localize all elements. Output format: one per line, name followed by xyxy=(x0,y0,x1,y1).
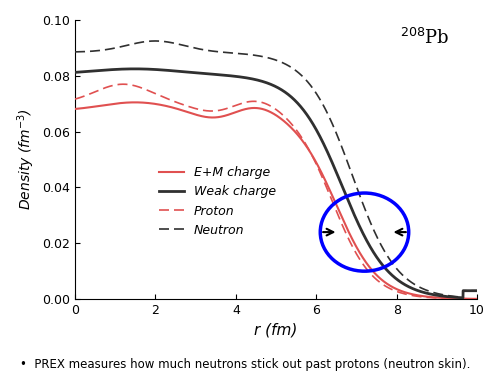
Legend: E+M charge, Weak charge, Proton, Neutron: E+M charge, Weak charge, Proton, Neutron xyxy=(154,161,281,242)
Text: $^{208}$Pb: $^{208}$Pb xyxy=(400,28,450,48)
Y-axis label: Density (fm$^{-3}$): Density (fm$^{-3}$) xyxy=(15,109,36,210)
Text: •  PREX measures how much neutrons stick out past protons (neutron skin).: • PREX measures how much neutrons stick … xyxy=(20,358,470,371)
X-axis label: r (fm): r (fm) xyxy=(254,322,298,338)
